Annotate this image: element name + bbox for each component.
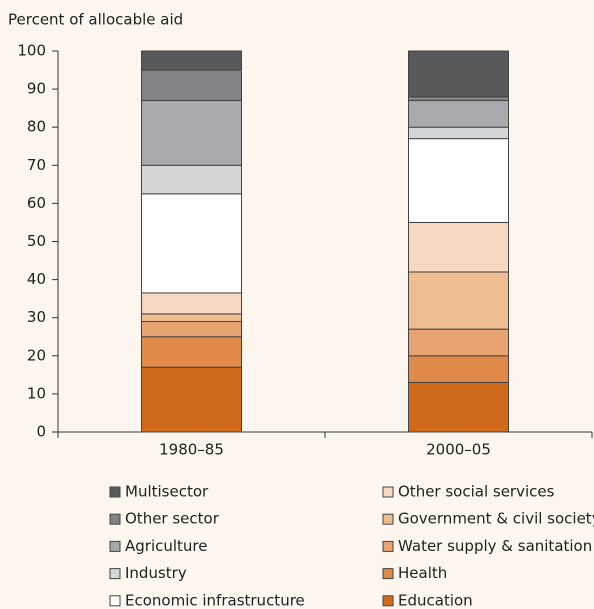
legend-swatch bbox=[109, 568, 121, 580]
legend-swatch bbox=[109, 540, 121, 552]
bar-segment bbox=[408, 50, 509, 98]
legend-swatch bbox=[382, 486, 394, 498]
bar-segment bbox=[408, 355, 509, 383]
legend-label: Health bbox=[398, 564, 447, 582]
legend-swatch bbox=[382, 513, 394, 525]
y-tick-label: 60 bbox=[27, 194, 46, 212]
legend-swatch bbox=[109, 486, 121, 498]
y-tick-label: 0 bbox=[36, 423, 46, 441]
legend-label: Agriculture bbox=[125, 537, 208, 555]
bar-segment bbox=[141, 100, 242, 166]
bar-segment bbox=[408, 96, 509, 102]
legend-swatch bbox=[382, 540, 394, 552]
y-tick-label: 90 bbox=[27, 80, 46, 98]
bar-segment bbox=[141, 193, 242, 294]
legend-swatch bbox=[109, 595, 121, 607]
bar-segment bbox=[408, 100, 509, 128]
y-tick-label: 80 bbox=[27, 118, 46, 136]
y-tick-label: 20 bbox=[27, 346, 46, 364]
legend-label: Water supply & sanitation bbox=[398, 537, 592, 555]
legend-swatch bbox=[109, 513, 121, 525]
bar-segment bbox=[141, 313, 242, 323]
legend-label: Multisector bbox=[125, 483, 209, 501]
legend-label: Industry bbox=[125, 564, 187, 582]
bar-segment bbox=[141, 164, 242, 195]
bar-segment bbox=[141, 69, 242, 102]
x-tick-label: 1980–85 bbox=[159, 441, 224, 459]
legend-label: Government & civil society bbox=[398, 510, 594, 528]
legend-label: Education bbox=[398, 591, 473, 609]
y-axis-label: Percent of allocable aid bbox=[8, 11, 183, 29]
legend-label: Economic infrastructure bbox=[125, 591, 305, 609]
bar-segment bbox=[408, 221, 509, 273]
bar-segment bbox=[141, 366, 242, 433]
y-tick-label: 100 bbox=[17, 42, 46, 60]
bar-segment bbox=[408, 138, 509, 223]
legend-swatch bbox=[382, 568, 394, 580]
bar-segment bbox=[141, 50, 242, 71]
bar-segment bbox=[408, 328, 509, 357]
y-tick-label: 70 bbox=[27, 156, 46, 174]
y-tick-label: 10 bbox=[27, 384, 46, 402]
legend-label: Other social services bbox=[398, 483, 555, 501]
bar-segment bbox=[408, 271, 509, 330]
bar-segment bbox=[408, 126, 509, 140]
y-tick-label: 40 bbox=[27, 270, 46, 288]
y-tick-label: 30 bbox=[27, 308, 46, 326]
bar-segment bbox=[141, 321, 242, 338]
legend-swatch bbox=[382, 595, 394, 607]
bar-segment bbox=[141, 292, 242, 315]
y-tick-label: 50 bbox=[27, 232, 46, 250]
legend-label: Other sector bbox=[125, 510, 220, 528]
bar-segment bbox=[408, 381, 509, 433]
x-tick-label: 2000–05 bbox=[426, 441, 491, 459]
bar-segment bbox=[141, 336, 242, 368]
